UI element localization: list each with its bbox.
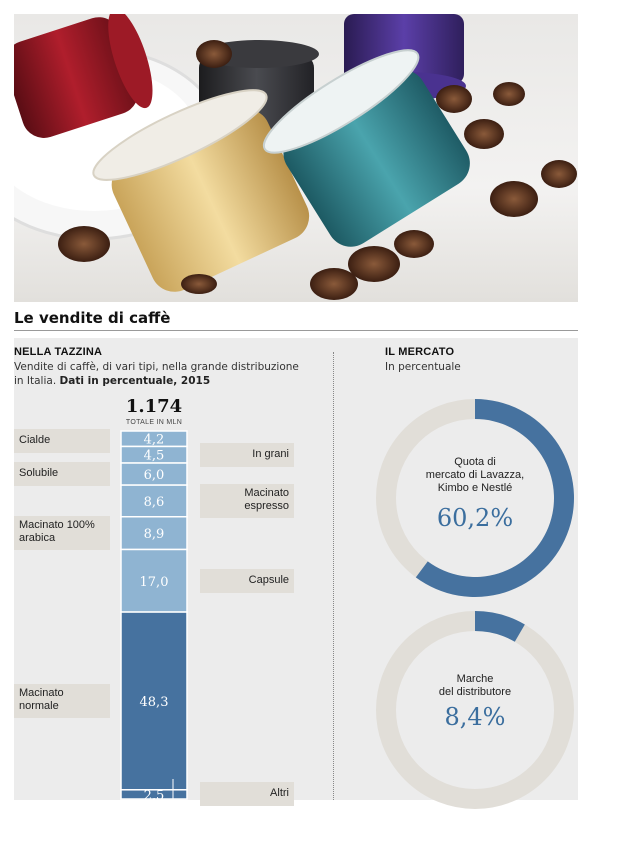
- category-label-line: Macinato: [19, 686, 64, 699]
- donut-label-line: Quota di: [454, 456, 496, 468]
- category-label: Cialde: [14, 429, 110, 453]
- total-label: TOTALE IN MLN: [125, 419, 183, 426]
- description-line-2: in Italia. Dati in percentuale, 2015: [14, 374, 314, 388]
- total-value: 1.174: [125, 396, 183, 417]
- donut-1-value: 60,2%: [436, 504, 514, 532]
- category-label-line: Cialde: [19, 434, 51, 446]
- right-section-subtitle: In percentuale: [385, 361, 461, 373]
- category-label: Capsule: [200, 568, 294, 593]
- category-label-line: normale: [19, 699, 59, 712]
- page-title: Le vendite di caffè: [14, 309, 171, 327]
- category-label: Altri: [200, 782, 294, 807]
- category-label: Solubile: [14, 462, 110, 487]
- left-section-title: NELLA TAZZINA: [14, 346, 103, 358]
- donut-1-label: Quota di mercato di Lavazza, Kimbo e Nestl…: [395, 456, 555, 495]
- donut-2-value: 8,4%: [444, 703, 506, 731]
- description-plain: in Italia.: [14, 375, 60, 387]
- donut-label-line: del distributore: [438, 686, 512, 698]
- description-line-1: Vendite di caffè, di vari tipi, nella gr…: [14, 361, 299, 373]
- category-label-line: Solubile: [19, 467, 59, 480]
- category-label: Macinato normale: [14, 683, 110, 718]
- section-divider: [333, 352, 334, 800]
- coffee-capsules-photo: [14, 14, 578, 302]
- title-rule: [14, 330, 578, 331]
- category-label-line: In grani: [252, 447, 289, 460]
- coffee-capsules-illustration: [14, 14, 577, 300]
- description-bold: Dati in percentuale, 2015: [59, 375, 211, 387]
- category-label-line: Macinato: [244, 486, 289, 499]
- donut-2-label: Marche del distributore: [395, 673, 555, 699]
- category-label-line: arabica: [19, 532, 56, 545]
- donut-label-line: Kimbo e Nestlé: [437, 482, 513, 494]
- donut-label-line: Marche: [456, 673, 494, 685]
- category-label-line: espresso: [244, 499, 289, 512]
- category-label-line: Capsule: [248, 573, 289, 586]
- right-section-title: IL MERCATO: [385, 346, 455, 358]
- category-label-line: Altri: [270, 787, 289, 800]
- donut-label-line: mercato di Lavazza,: [425, 469, 525, 481]
- category-label: Macinato espresso: [200, 483, 294, 518]
- category-label-line: Macinato 100%: [19, 519, 95, 532]
- category-label: In grani: [200, 442, 294, 467]
- left-section-description: Vendite di caffè, di vari tipi, nella gr…: [14, 360, 314, 388]
- category-label: Macinato 100% arabica: [14, 516, 110, 551]
